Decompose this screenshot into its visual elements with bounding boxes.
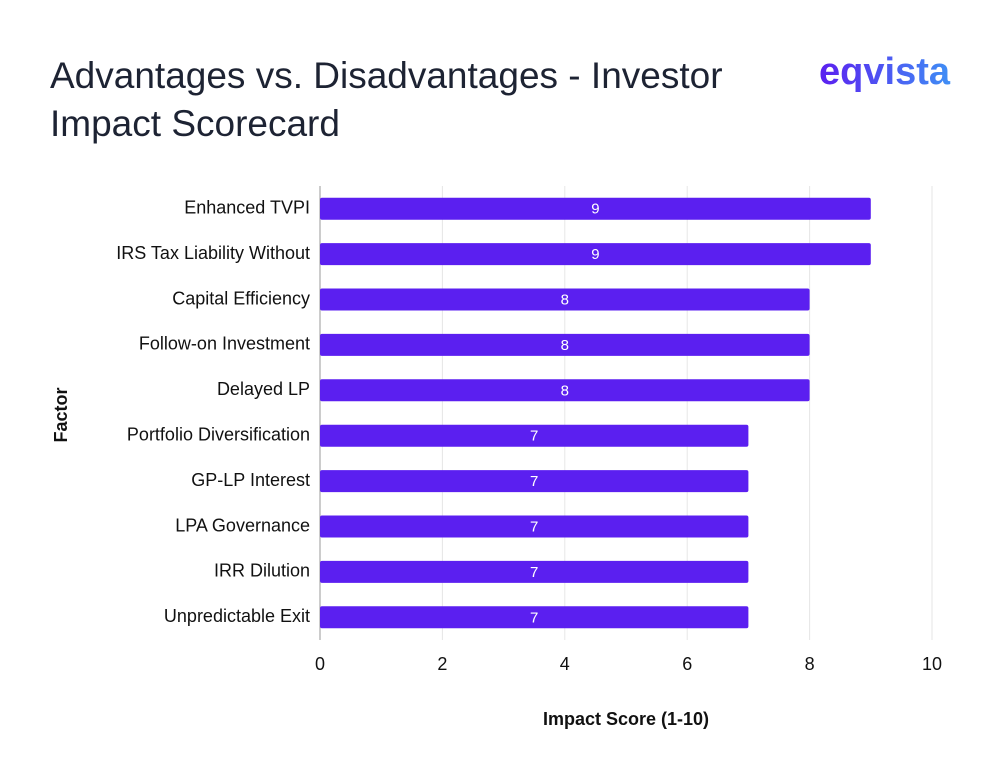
value-label: 7 [530,428,538,445]
bar [320,424,749,447]
y-tick-label: Delayed LP [217,379,310,399]
y-tick-label: Capital Efficiency [172,288,310,308]
logo: eqvista [819,51,951,93]
y-tick-label: Unpredictable Exit [164,606,310,626]
x-tick-label: 2 [437,654,447,674]
value-label: 9 [591,246,599,263]
value-label: 7 [530,518,538,535]
bar [320,606,749,629]
value-label: 7 [530,609,538,626]
y-tick-label: IRR Dilution [214,561,310,581]
y-tick-label: LPA Governance [175,515,310,535]
value-label: 8 [561,291,569,308]
value-label: 8 [561,337,569,354]
bar [320,560,749,583]
bar [320,379,810,402]
value-label: 9 [591,201,599,218]
x-tick-label: 8 [805,654,815,674]
value-label: 7 [530,473,538,490]
bar [320,470,749,493]
y-axis-label: Factor [51,387,71,442]
x-tick-label: 4 [560,654,570,674]
y-tick-label: Follow-on Investment [139,334,310,354]
value-label: 7 [530,564,538,581]
bar [320,288,810,311]
x-tick-label: 0 [315,654,325,674]
bar [320,333,810,356]
bar [320,197,871,220]
bar [320,515,749,538]
y-tick-label: Enhanced TVPI [184,197,310,217]
value-label: 8 [561,382,569,399]
y-tick-label: Portfolio Diversification [127,424,310,444]
x-axis-label: Impact Score (1-10) [543,709,709,729]
y-tick-label: IRS Tax Liability Without [116,243,310,263]
y-tick-label: GP-LP Interest [191,470,310,490]
x-tick-label: 6 [682,654,692,674]
chart-title: Advantages vs. Disadvantages - Investor … [50,55,723,144]
x-tick-label: 10 [922,654,942,674]
bar [320,243,871,266]
